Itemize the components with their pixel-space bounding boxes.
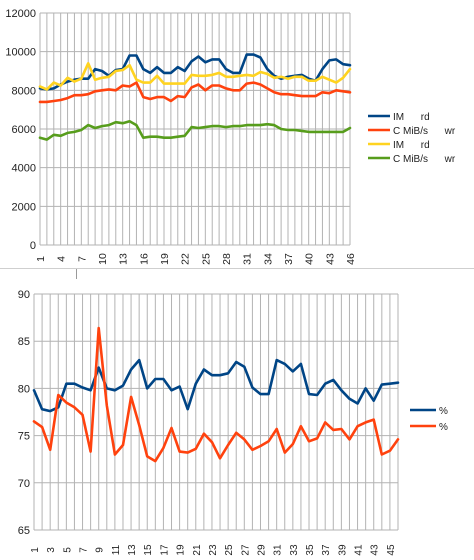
x-tick-label: 7 [79,547,90,553]
x-tick-label: 19 [176,544,187,556]
y-tick-label: 80 [18,383,30,395]
legend-label-2: C MiB/s wr [393,126,456,137]
x-tick-label: 35 [305,544,316,556]
series-line-1 [38,53,352,91]
series-line-2 [38,81,352,104]
series-line-4 [38,120,352,141]
x-tick-label: 21 [192,544,203,556]
x-tick-label: 17 [159,544,170,556]
x-tick-label: 34 [262,253,274,265]
series-line-3 [38,61,352,91]
x-tick-label: 43 [324,253,336,265]
x-tick-label: 1 [30,547,41,553]
x-tick-label: 43 [370,544,381,556]
x-tick-label: 31 [242,253,254,265]
x-tick-label: 27 [240,544,251,556]
series-line-1 [32,358,400,413]
y-tick-label: 65 [18,525,30,537]
y-tick-label: 70 [18,478,30,490]
y-tick-label: 0 [30,240,36,252]
x-tick-label: 13 [118,253,130,265]
x-tick-label: 37 [283,253,295,265]
divider-tick-mark [76,269,77,279]
series-line-2 [32,326,400,463]
x-tick-label: 45 [386,544,397,556]
x-tick-label: 5 [62,547,73,553]
legend-label-2: % [439,422,448,433]
top-chart-panel: 0 2000 4000 6000 8000 10000 12000 1 4 7 10 13 16 19 22… [0,0,474,268]
bottom-chart-panel: 65 70 75 80 85 90 1 3 5 7 9 11 13 15 17 19 21 23 25 27 29 31 3… [0,286,474,560]
x-tick-label: 37 [321,544,332,556]
x-tick-label: 3 [46,547,57,553]
chart-divider [0,268,474,286]
x-tick-label: 22 [180,253,192,265]
x-tick-label: 13 [127,544,138,556]
y-tick-label: 8000 [12,85,36,97]
legend-label-1: IM rd [393,112,430,123]
x-tick-label: 46 [345,253,357,265]
x-tick-label: 25 [200,253,212,265]
x-tick-label: 19 [159,253,171,265]
y-tick-label: 85 [18,336,30,348]
x-tick-label: 7 [76,256,88,262]
x-tick-label: 40 [304,253,316,265]
x-tick-label: 4 [56,256,68,262]
x-tick-label: 23 [208,544,219,556]
x-tick-label: 29 [256,544,267,556]
legend-label-4: C MiB/s wr [393,154,456,165]
x-tick-label: 1 [35,256,47,262]
x-tick-label: 39 [337,544,348,556]
throughput-line-chart: 0 2000 4000 6000 8000 10000 12000 1 4 7 10 13 16 19 22… [5,8,456,265]
y-tick-label: 4000 [12,163,36,175]
y-tick-label: 6000 [12,124,36,136]
y-tick-label: 90 [18,289,30,301]
y-tick-label: 2000 [12,201,36,213]
legend-label-3: IM rd [393,140,430,151]
x-tick-label: 25 [224,544,235,556]
x-tick-label: 31 [273,544,284,556]
y-tick-label: 75 [18,431,30,443]
legend-label-1: % [439,406,448,417]
y-tick-label: 10000 [5,47,36,59]
x-tick-label: 10 [97,253,109,265]
y-tick-label: 12000 [5,8,36,20]
x-tick-label: 33 [289,544,300,556]
x-tick-label: 15 [143,544,154,556]
x-tick-label: 9 [95,547,106,553]
x-tick-label: 16 [138,253,150,265]
x-tick-label: 41 [354,544,365,556]
x-tick-label: 11 [111,544,122,555]
x-tick-label: 28 [221,253,233,265]
